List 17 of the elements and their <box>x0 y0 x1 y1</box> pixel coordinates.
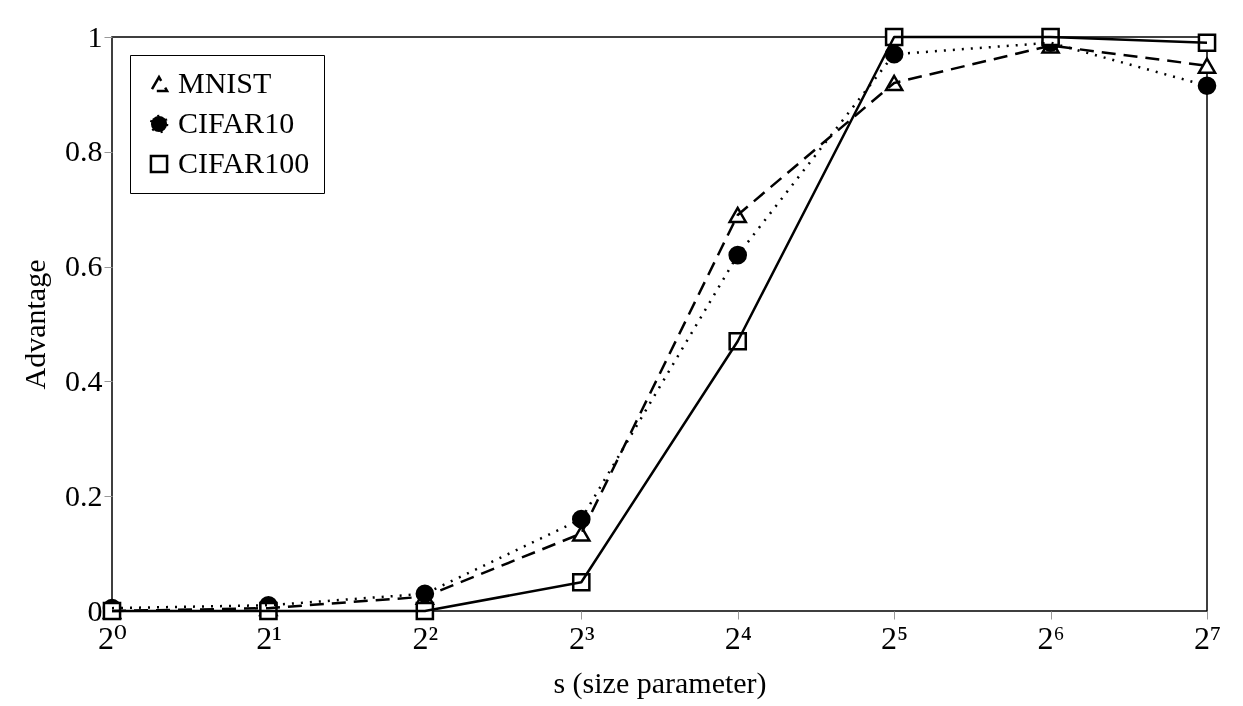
legend-label: MNIST <box>178 66 272 99</box>
legend-label: CIFAR10 <box>178 106 295 139</box>
legend-label: CIFAR100 <box>178 146 310 179</box>
y-tick-label: 0.6 <box>65 249 103 283</box>
y-axis-title: Advantage <box>18 259 51 390</box>
x-tick-label: 2⁴ <box>724 619 752 656</box>
x-tick-label: 2⁷ <box>1193 619 1222 656</box>
y-tick-label: 0.2 <box>65 478 103 512</box>
x-axis-title: s (size parameter) <box>553 665 767 700</box>
y-tick-label: 1 <box>87 19 103 53</box>
x-tick-label: 2¹ <box>256 619 282 656</box>
x-tick-label: 2³ <box>568 619 595 656</box>
y-tick-label: 0.4 <box>65 363 103 397</box>
y-tick-label: 0.8 <box>65 134 103 168</box>
x-tick-label: 2² <box>412 619 439 656</box>
x-tick-label: 2⁶ <box>1037 619 1065 656</box>
x-tick-label: 2⁵ <box>881 619 909 656</box>
